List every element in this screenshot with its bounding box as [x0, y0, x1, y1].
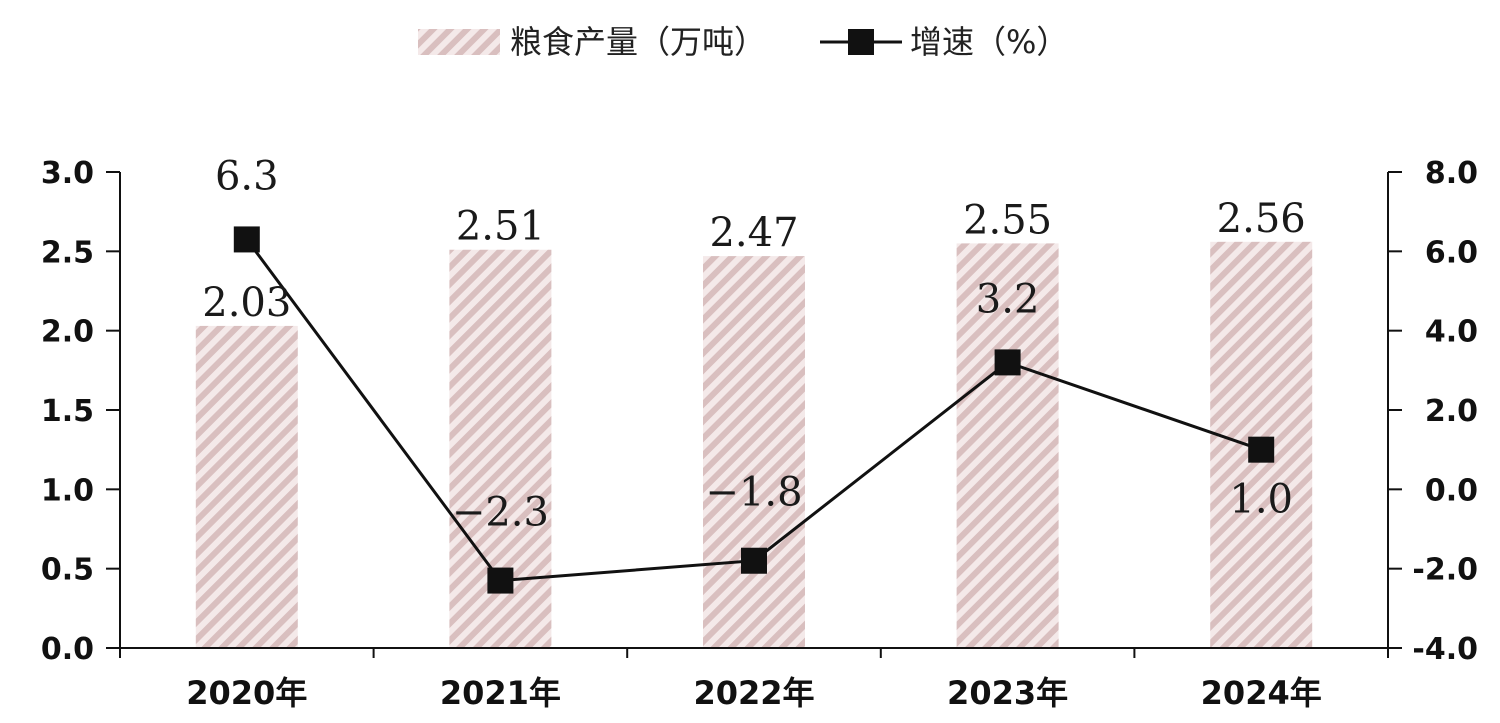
left-tick-label: 2.0	[41, 315, 94, 350]
bars-layer	[195, 241, 1313, 648]
growth-marker-2022年	[741, 547, 767, 574]
growth-marker-2024年	[1248, 436, 1275, 463]
right-tick-label: 2.0	[1425, 394, 1478, 429]
x-tick-label: 2022年	[693, 674, 814, 712]
x-tick-label: 2020年	[186, 674, 307, 712]
x-tick-label: 2023年	[947, 674, 1068, 712]
right-tick-label: 4.0	[1425, 315, 1478, 350]
x-tick-label: 2024年	[1201, 674, 1322, 712]
legend: 粮食产量（万吨） 增速（%）	[418, 23, 1068, 61]
labels-layer: 2.03 2.51 2.47 2.55 2.56 6.3 −2.3 −1.8 3.2 1.0	[202, 153, 1305, 535]
legend-bar-swatch	[418, 29, 500, 55]
legend-line-label: 增速（%）	[910, 23, 1068, 61]
left-tick-label: 2.5	[41, 235, 94, 270]
right-tick-label: -2.0	[1412, 553, 1478, 588]
right-tick-label: 6.0	[1425, 235, 1478, 270]
bar-2020年	[195, 325, 298, 648]
right-tick-label: 0.0	[1425, 473, 1478, 508]
bar-2023年	[956, 243, 1059, 648]
growth-value-label: 3.2	[976, 276, 1040, 322]
left-tick-label: 3.0	[41, 156, 94, 191]
growth-value-label: −2.3	[452, 490, 549, 536]
growth-marker-2020年	[233, 226, 260, 253]
left-tick-label: 1.5	[41, 394, 94, 429]
bar-value-label: 2.55	[963, 197, 1052, 243]
right-tick-label: 8.0	[1425, 156, 1478, 191]
growth-value-label: 1.0	[1229, 477, 1293, 523]
axes-layer: 0.0 0.5 1.0 1.5 2.0 2.5 3.0 -4.0 -2.0 0.0 2.0 4.0 6.…	[41, 156, 1478, 712]
left-tick-label: 0.5	[41, 553, 94, 588]
legend-bar-label: 粮食产量（万吨）	[510, 23, 766, 61]
bar-value-label: 2.56	[1217, 196, 1306, 242]
line-layer	[233, 226, 1275, 594]
growth-value-label: 6.3	[215, 153, 279, 199]
bar-value-label: 2.47	[709, 210, 798, 256]
bar-value-label: 2.51	[456, 204, 545, 250]
left-tick-label: 1.0	[41, 473, 94, 508]
x-tick-label: 2021年	[440, 674, 561, 712]
growth-marker-2023年	[994, 349, 1021, 376]
left-tick-label: 0.0	[41, 632, 94, 667]
right-tick-label: -4.0	[1412, 632, 1478, 667]
bar-value-label: 2.03	[202, 280, 291, 326]
growth-marker-2021年	[487, 567, 514, 594]
growth-value-label: −1.8	[705, 470, 802, 516]
legend-marker-swatch	[848, 29, 874, 55]
bar-2022年	[703, 256, 805, 648]
